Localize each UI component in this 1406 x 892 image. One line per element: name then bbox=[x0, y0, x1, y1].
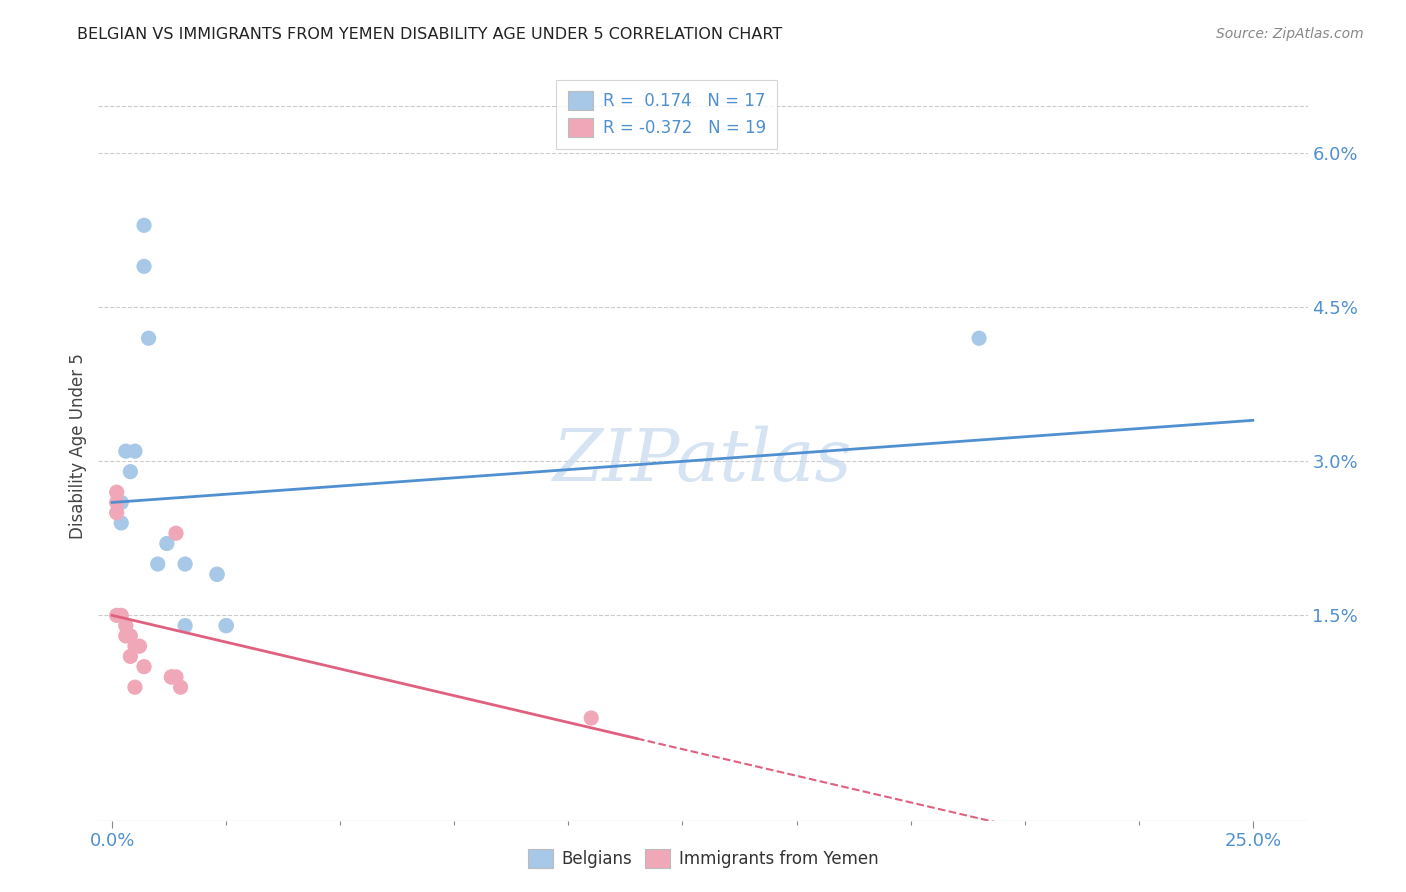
Point bbox=[105, 506, 128, 520]
Legend: Belgians, Immigrants from Yemen: Belgians, Immigrants from Yemen bbox=[522, 843, 884, 875]
Point bbox=[169, 680, 191, 694]
Point bbox=[124, 639, 146, 653]
Point bbox=[128, 639, 150, 653]
Point bbox=[132, 659, 155, 673]
Point bbox=[120, 649, 142, 664]
Point bbox=[165, 670, 187, 684]
Point bbox=[215, 618, 238, 632]
Text: ZIPatlas: ZIPatlas bbox=[553, 425, 853, 496]
Point bbox=[124, 444, 146, 458]
Point bbox=[165, 526, 187, 541]
Point bbox=[174, 618, 197, 632]
Point bbox=[579, 711, 602, 725]
Point bbox=[215, 618, 238, 632]
Point bbox=[132, 219, 155, 233]
Point bbox=[160, 670, 183, 684]
Point bbox=[146, 557, 169, 571]
Text: Source: ZipAtlas.com: Source: ZipAtlas.com bbox=[1216, 27, 1364, 41]
Text: BELGIAN VS IMMIGRANTS FROM YEMEN DISABILITY AGE UNDER 5 CORRELATION CHART: BELGIAN VS IMMIGRANTS FROM YEMEN DISABIL… bbox=[77, 27, 783, 42]
Point bbox=[967, 331, 990, 345]
Point bbox=[132, 260, 155, 274]
Point bbox=[138, 331, 160, 345]
Point bbox=[205, 567, 228, 582]
Point bbox=[114, 444, 136, 458]
Point bbox=[105, 608, 128, 623]
Y-axis label: Disability Age Under 5: Disability Age Under 5 bbox=[69, 353, 87, 539]
Point bbox=[114, 618, 136, 632]
Point bbox=[105, 495, 128, 509]
Point bbox=[120, 465, 142, 479]
Point bbox=[114, 629, 136, 643]
Point bbox=[156, 536, 179, 550]
Point bbox=[160, 670, 183, 684]
Legend: R =  0.174   N = 17, R = -0.372   N = 19: R = 0.174 N = 17, R = -0.372 N = 19 bbox=[555, 79, 778, 149]
Point bbox=[110, 516, 132, 530]
Point bbox=[174, 557, 197, 571]
Point bbox=[124, 680, 146, 694]
Point bbox=[205, 567, 228, 582]
Point bbox=[110, 608, 132, 623]
Point bbox=[105, 485, 128, 500]
Point bbox=[110, 495, 132, 509]
Point bbox=[120, 629, 142, 643]
